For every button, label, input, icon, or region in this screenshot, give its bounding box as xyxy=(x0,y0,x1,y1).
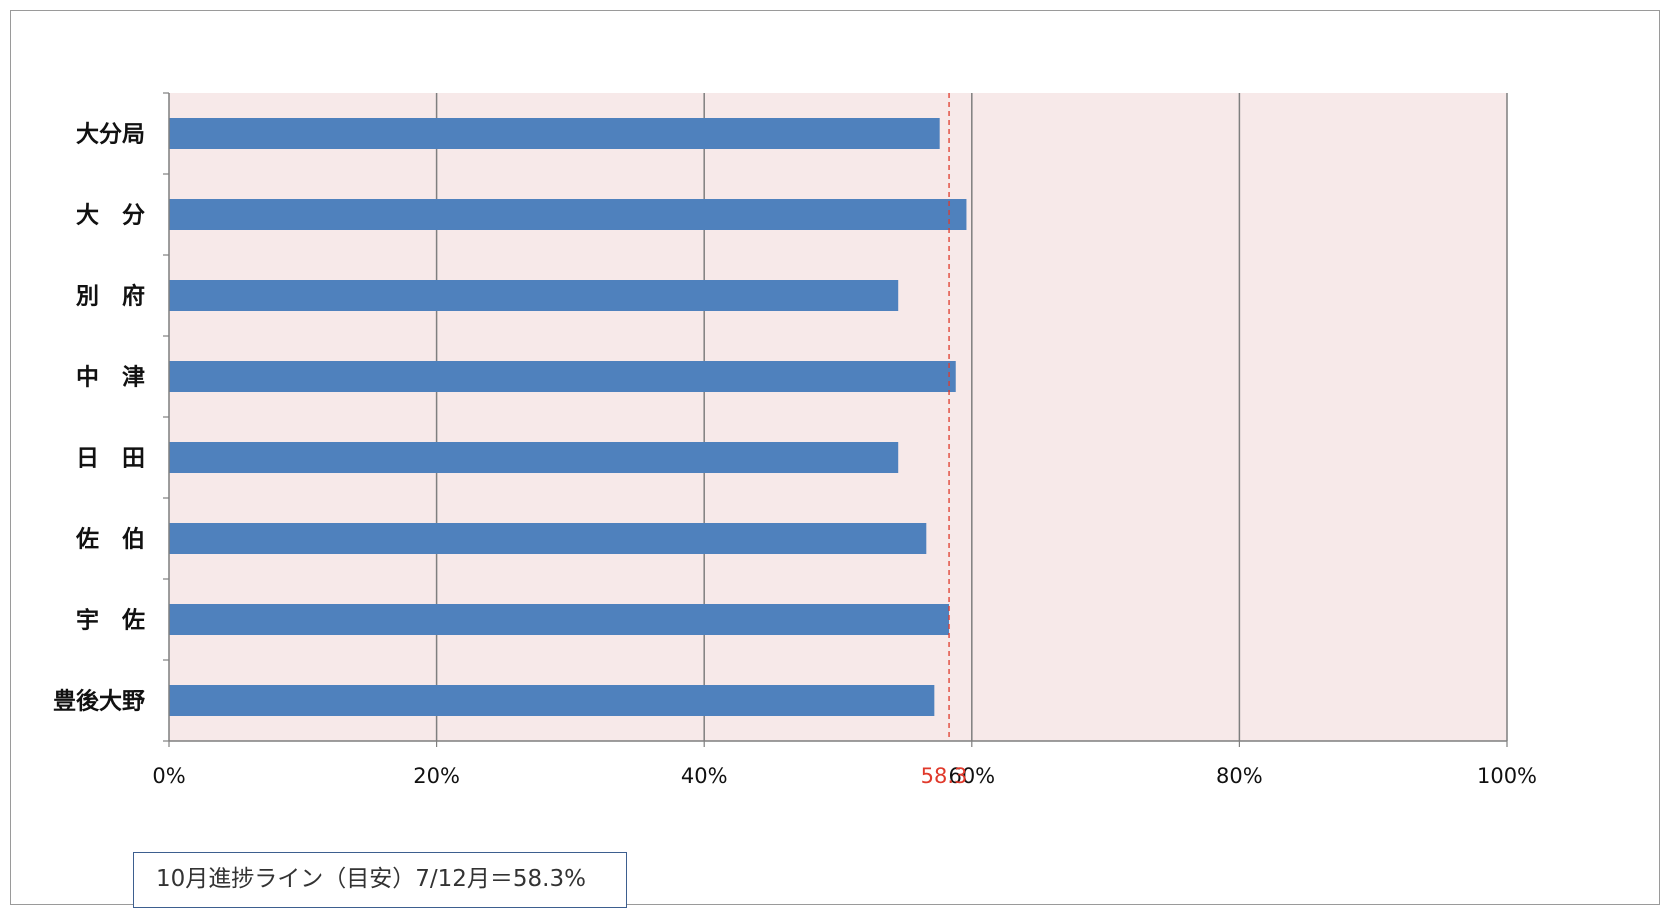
axes xyxy=(163,92,1508,747)
x-tick-label: 100% xyxy=(1477,764,1537,788)
progress-note-box: 10月進捗ライン（目安）7/12月＝58.3% xyxy=(133,852,627,908)
category-label: 別 府 xyxy=(76,283,145,310)
bar xyxy=(169,199,967,230)
bar xyxy=(169,280,899,311)
x-tick-label: 80% xyxy=(1216,764,1263,788)
category-label: 佐 伯 xyxy=(75,526,145,553)
category-label: 中 津 xyxy=(76,364,145,391)
category-label: 大 分 xyxy=(76,203,145,229)
bar xyxy=(169,685,935,716)
category-label: 日 田 xyxy=(76,446,145,472)
bars xyxy=(169,118,967,716)
x-tick-label: 40% xyxy=(681,764,728,788)
chart-frame: 0% 20% 40% 60% 80% 100% 大分局大 分別 府中 津日 田佐 伯宇 佐豊… xyxy=(10,10,1660,905)
category-label: 大分局 xyxy=(76,122,145,148)
x-tick-label: 0% xyxy=(152,764,185,788)
progress-note-text: 10月進捗ライン（目安）7/12月＝58.3% xyxy=(156,866,586,892)
reference-line-label: 58.3 xyxy=(921,764,968,788)
reference-line-group: 58.3 xyxy=(921,93,968,788)
bar xyxy=(169,442,899,473)
bar xyxy=(169,361,956,392)
category-label: 豊後大野 xyxy=(53,688,145,715)
x-tick-label: 20% xyxy=(413,764,460,788)
plot-area xyxy=(169,93,1507,741)
bar xyxy=(169,118,940,149)
bar xyxy=(169,604,950,635)
x-tick-label: 60% xyxy=(948,764,995,788)
category-label: 宇 佐 xyxy=(76,608,145,634)
bar xyxy=(169,523,927,554)
